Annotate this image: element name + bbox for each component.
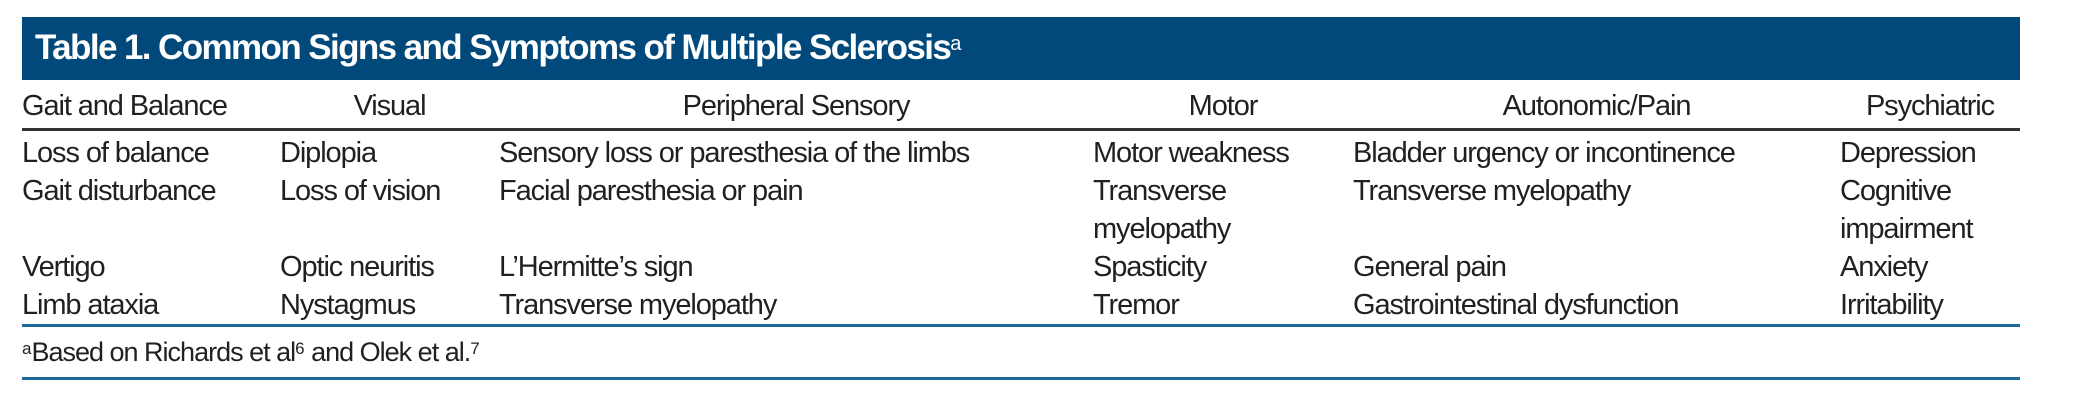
- table-cell: Transverse myelopathy: [499, 289, 777, 321]
- table-cell: Sensory loss or paresthesia of the limbs: [499, 137, 970, 169]
- table-cell: Bladder urgency or incontinence: [1353, 137, 1736, 169]
- table-cell: Loss of balance: [22, 137, 210, 169]
- table-cell: Optic neuritis: [280, 251, 435, 283]
- table-cell: Anxiety: [1840, 251, 1929, 283]
- column-header: Psychiatric: [1865, 90, 1995, 122]
- footnote-marker: a: [22, 339, 32, 358]
- title-footnote-marker: a: [950, 33, 962, 55]
- column-header: Autonomic/Pain: [1502, 90, 1692, 122]
- table-cell: Facial paresthesia or pain: [499, 175, 804, 207]
- table-body: Loss of balance Diplopia Sensory loss or p…: [22, 134, 2020, 324]
- table-cell: Limb ataxia: [22, 289, 159, 321]
- table-cell: Depression: [1840, 137, 1977, 169]
- table-cell: Cognitive impairment: [1840, 175, 1974, 245]
- table-cell: Nystagmus: [280, 289, 416, 321]
- table-title-text: Table 1. Common Signs and Symptoms of Mu…: [35, 28, 952, 67]
- table-cell: Motor weakness: [1093, 137, 1290, 169]
- table-cell: Transverse myelopathy: [1353, 175, 1631, 207]
- table-cell: Loss of vision: [280, 175, 441, 207]
- footnote-text: Based on Richards et al: [31, 337, 296, 367]
- table-cell: Irritability: [1840, 289, 1944, 321]
- table-cell: General pain: [1353, 251, 1507, 283]
- footnote-reference: 6: [295, 339, 305, 358]
- column-header: Motor: [1188, 90, 1259, 122]
- table-cell: Gastrointestinal dysfunction: [1353, 289, 1680, 321]
- table-cell: Diplopia: [280, 137, 377, 169]
- table-bottom-rule: [22, 324, 2020, 327]
- footnote-bottom-rule: [22, 377, 2020, 380]
- column-header: Peripheral Sensory: [682, 90, 911, 122]
- table-title: Table 1. Common Signs and Symptoms of Mu…: [35, 28, 961, 68]
- table-title-band: Table 1. Common Signs and Symptoms of Mu…: [22, 17, 2020, 80]
- footnote-reference: 7: [470, 339, 480, 358]
- table-cell: Spasticity: [1093, 251, 1207, 283]
- column-header: Gait and Balance: [22, 90, 228, 122]
- table-footnote: aBased on Richards et al6 and Olek et al…: [22, 334, 480, 370]
- column-header: Visual: [353, 90, 427, 122]
- table-cell: Tremor: [1093, 289, 1180, 321]
- table-cell: L’Hermitte’s sign: [499, 251, 694, 283]
- table-cell: Vertigo: [22, 251, 106, 283]
- footnote-text: and Olek et al.: [304, 337, 471, 367]
- table-cell: Transverse myelopathy: [1093, 175, 1231, 245]
- column-header-row: Gait and Balance Visual Peripheral Sensory…: [22, 84, 2020, 131]
- table-cell: Gait disturbance: [22, 175, 217, 207]
